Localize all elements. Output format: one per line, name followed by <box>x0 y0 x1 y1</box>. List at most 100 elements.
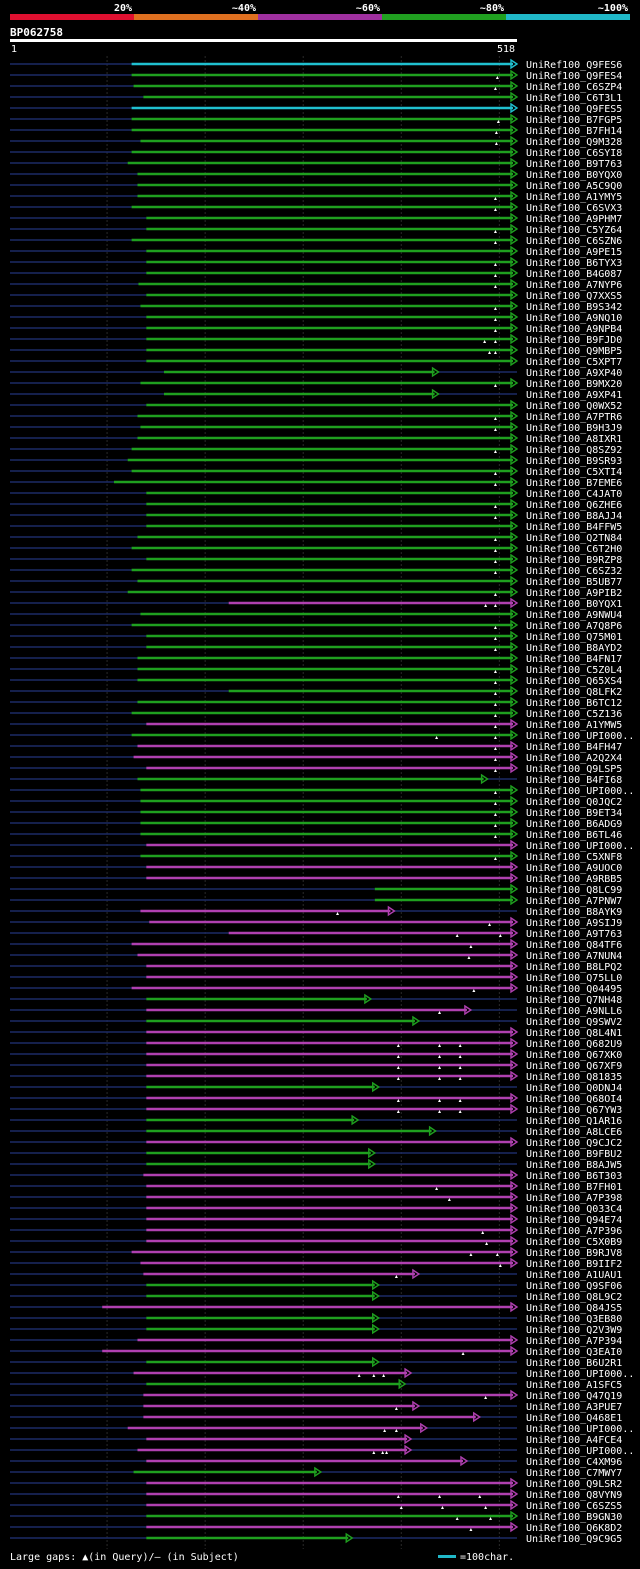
hit-label[interactable]: UniRef100_B4G087 <box>526 269 622 280</box>
hit-label[interactable]: UniRef100_UPI000.. <box>526 841 634 852</box>
hit-row[interactable]: UniRef100_A9XP41 <box>10 388 622 401</box>
hit-label[interactable]: UniRef100_Q9SWV2 <box>526 1017 622 1028</box>
hit-row[interactable]: UniRef100_Q9FES4 <box>10 69 622 82</box>
hit-label[interactable]: UniRef100_C6SZ32 <box>526 566 622 577</box>
hit-row[interactable]: UniRef100_C4JAT0 <box>10 487 622 500</box>
hit-label[interactable]: UniRef100_Q8LC99 <box>526 885 622 896</box>
hit-label[interactable]: UniRef100_B9SR93 <box>526 456 622 467</box>
hit-label[interactable]: UniRef100_A9T763 <box>526 929 622 940</box>
hit-row[interactable]: UniRef100_A9NLL6 <box>10 1004 622 1017</box>
hit-label[interactable]: UniRef100_A9NPB4 <box>526 324 622 335</box>
hit-label[interactable]: UniRef100_C4JAT0 <box>526 489 622 500</box>
hit-row[interactable]: UniRef100_C5Z136 <box>10 707 622 720</box>
hit-label[interactable]: UniRef100_B5UB77 <box>526 577 622 588</box>
hit-label[interactable]: UniRef100_A1YMW5 <box>526 720 622 731</box>
hit-row[interactable]: UniRef100_Q9C9G5 <box>10 1532 622 1545</box>
hit-row[interactable]: UniRef100_UPI000.. <box>10 784 634 797</box>
hit-row[interactable]: UniRef100_B8AJW5 <box>10 1158 622 1171</box>
hit-row[interactable]: UniRef100_Q7NH48 <box>10 993 622 1006</box>
hit-label[interactable]: UniRef100_B7EME6 <box>526 478 622 489</box>
hit-label[interactable]: UniRef100_B9ET34 <box>526 808 622 819</box>
hit-row[interactable]: UniRef100_UPI000.. <box>10 1444 634 1457</box>
hit-row[interactable]: UniRef100_C6T2H0 <box>10 542 622 555</box>
hit-row[interactable]: UniRef100_Q8L9C2 <box>10 1290 622 1303</box>
hit-label[interactable]: UniRef100_B8AJW5 <box>526 1160 622 1171</box>
hit-label[interactable]: UniRef100_A9XP40 <box>526 368 622 379</box>
hit-label[interactable]: UniRef100_B9S342 <box>526 302 622 313</box>
hit-label[interactable]: UniRef100_UPI000.. <box>526 731 634 742</box>
hit-row[interactable]: UniRef100_A1UAU1 <box>10 1268 622 1281</box>
hit-row[interactable]: UniRef100_B4FN17 <box>10 652 622 665</box>
hit-label[interactable]: UniRef100_A9NQ10 <box>526 313 622 324</box>
hit-row[interactable]: UniRef100_B7FH01 <box>10 1180 622 1193</box>
hit-label[interactable]: UniRef100_Q67XK0 <box>526 1050 622 1061</box>
hit-row[interactable]: UniRef100_UPI000.. <box>10 1422 634 1435</box>
hit-label[interactable]: UniRef100_Q2TN84 <box>526 533 622 544</box>
hit-label[interactable]: UniRef100_Q8LFK2 <box>526 687 622 698</box>
hit-label[interactable]: UniRef100_C5Z136 <box>526 709 622 720</box>
hit-label[interactable]: UniRef100_A2Q2X4 <box>526 753 622 764</box>
hit-row[interactable]: UniRef100_B8AJJ4 <box>10 509 622 522</box>
hit-label[interactable]: UniRef100_Q9CJC2 <box>526 1138 622 1149</box>
hit-row[interactable]: UniRef100_Q84TF6 <box>10 938 622 951</box>
hit-label[interactable]: UniRef100_Q9MBP5 <box>526 346 622 357</box>
hit-row[interactable]: UniRef100_Q9M328 <box>10 135 622 148</box>
hit-row[interactable]: UniRef100_B7FH14 <box>10 124 622 137</box>
hit-label[interactable]: UniRef100_C5XTI4 <box>526 467 622 478</box>
hit-row[interactable]: UniRef100_A9SIJ9 <box>10 916 622 929</box>
hit-label[interactable]: UniRef100_A9SIJ9 <box>526 918 622 929</box>
hit-row[interactable]: UniRef100_A4FCE4 <box>10 1433 622 1446</box>
hit-row[interactable]: UniRef100_A1YMY5 <box>10 190 622 203</box>
hit-label[interactable]: UniRef100_A9UOC0 <box>526 863 622 874</box>
hit-label[interactable]: UniRef100_B8LPQ2 <box>526 962 622 973</box>
hit-row[interactable]: UniRef100_B8AYD2 <box>10 641 622 654</box>
hit-row[interactable]: UniRef100_A7PTR6 <box>10 410 622 423</box>
hit-label[interactable]: UniRef100_A1SFC5 <box>526 1380 622 1391</box>
hit-label[interactable]: UniRef100_C5YZ64 <box>526 225 622 236</box>
hit-label[interactable]: UniRef100_B8AYD2 <box>526 643 622 654</box>
hit-label[interactable]: UniRef100_Q9FES4 <box>526 71 622 82</box>
hit-label[interactable]: UniRef100_A7PNW7 <box>526 896 622 907</box>
hit-row[interactable]: UniRef100_UPI000.. <box>10 1367 634 1380</box>
hit-row[interactable]: UniRef100_B6ADG9 <box>10 817 622 830</box>
hit-row[interactable]: UniRef100_C6SZ32 <box>10 564 622 577</box>
hit-row[interactable]: UniRef100_B9RZP8 <box>10 553 622 566</box>
hit-row[interactable]: UniRef100_Q67XF9 <box>10 1059 622 1072</box>
hit-label[interactable]: UniRef100_A9NLL6 <box>526 1006 622 1017</box>
hit-row[interactable]: UniRef100_Q84JS5 <box>10 1301 622 1314</box>
hit-label[interactable]: UniRef100_Q9FES6 <box>526 60 622 71</box>
hit-row[interactable]: UniRef100_UPI000.. <box>10 729 634 742</box>
hit-row[interactable]: UniRef100_A9NQ10 <box>10 311 622 324</box>
hit-label[interactable]: UniRef100_Q3EAI0 <box>526 1347 622 1358</box>
hit-label[interactable]: UniRef100_B9IIF2 <box>526 1259 622 1270</box>
hit-row[interactable]: UniRef100_Q033C4 <box>10 1202 622 1215</box>
hit-row[interactable]: UniRef100_Q9LSR2 <box>10 1477 622 1490</box>
hit-label[interactable]: UniRef100_A9RBB5 <box>526 874 622 885</box>
hit-label[interactable]: UniRef100_C5XNF8 <box>526 852 622 863</box>
hit-label[interactable]: UniRef100_Q9M328 <box>526 137 622 148</box>
hit-label[interactable]: UniRef100_UPI000.. <box>526 1446 634 1457</box>
hit-label[interactable]: UniRef100_Q84JS5 <box>526 1303 622 1314</box>
hit-label[interactable]: UniRef100_B9FBU2 <box>526 1149 622 1160</box>
hit-label[interactable]: UniRef100_A9PE15 <box>526 247 622 258</box>
hit-row[interactable]: UniRef100_A7P396 <box>10 1224 622 1237</box>
hit-row[interactable]: UniRef100_Q7XXS5 <box>10 289 622 302</box>
hit-row[interactable]: UniRef100_A8LCE6 <box>10 1125 622 1138</box>
hit-label[interactable]: UniRef100_C6SZS5 <box>526 1501 622 1512</box>
hit-label[interactable]: UniRef100_Q75LL0 <box>526 973 622 984</box>
hit-row[interactable]: UniRef100_B7FGP5 <box>10 113 622 126</box>
hit-row[interactable]: UniRef100_A7NYP6 <box>10 278 622 291</box>
hit-label[interactable]: UniRef100_B4FH47 <box>526 742 622 753</box>
hit-label[interactable]: UniRef100_Q2V3W9 <box>526 1325 622 1336</box>
hit-row[interactable]: UniRef100_Q682U9 <box>10 1037 622 1050</box>
hit-label[interactable]: UniRef100_Q04495 <box>526 984 622 995</box>
hit-label[interactable]: UniRef100_Q0JQC2 <box>526 797 622 808</box>
hit-label[interactable]: UniRef100_B6TC12 <box>526 698 622 709</box>
hit-row[interactable]: UniRef100_Q47Q19 <box>10 1389 622 1402</box>
hit-label[interactable]: UniRef100_Q6K8D2 <box>526 1523 622 1534</box>
hit-label[interactable]: UniRef100_Q67XF9 <box>526 1061 622 1072</box>
hit-label[interactable]: UniRef100_C7MWY7 <box>526 1468 622 1479</box>
hit-label[interactable]: UniRef100_Q1AR16 <box>526 1116 622 1127</box>
hit-row[interactable]: UniRef100_Q8LFK2 <box>10 685 622 698</box>
hit-row[interactable]: UniRef100_B9SR93 <box>10 454 622 467</box>
